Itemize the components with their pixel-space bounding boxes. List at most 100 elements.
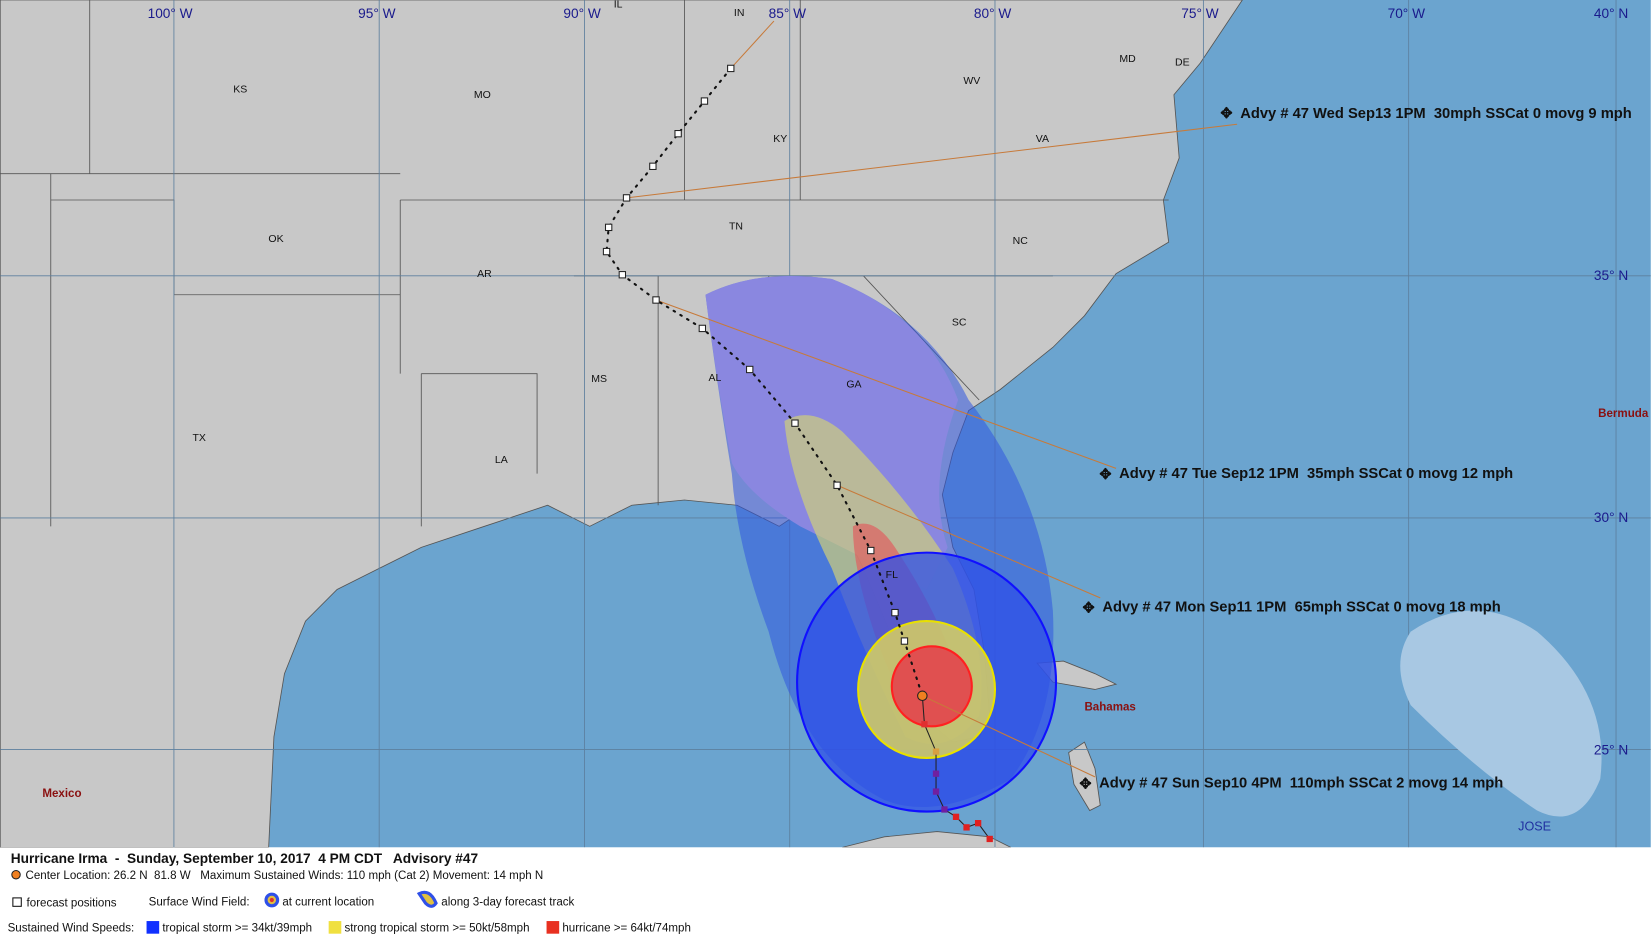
forecast-point bbox=[700, 97, 709, 105]
place-label: JOSE bbox=[1518, 820, 1551, 834]
place-labels: Mexico Bahamas Bermuda JOSE bbox=[42, 408, 1648, 834]
longitude-label: 75° W bbox=[1181, 6, 1218, 21]
past-point bbox=[941, 806, 948, 813]
legend-text: forecast positions bbox=[27, 897, 117, 909]
state-label: SC bbox=[952, 316, 967, 328]
legend-track-icon bbox=[416, 890, 438, 908]
leader-line bbox=[655, 299, 1117, 469]
past-point bbox=[932, 770, 940, 777]
longitude-label: 90° W bbox=[563, 6, 600, 21]
legend-swatch bbox=[546, 921, 560, 934]
state-label: AL bbox=[709, 372, 722, 384]
state-label: TX bbox=[192, 432, 205, 444]
state-label: IN bbox=[734, 7, 745, 19]
forecast-point bbox=[891, 608, 899, 617]
longitude-label: 95° W bbox=[358, 6, 395, 21]
past-track bbox=[921, 695, 991, 840]
latitude-labels: 40° N 35° N 30° N 25° N bbox=[1594, 6, 1628, 758]
legend-forecast-icon bbox=[12, 897, 22, 907]
advisory-labels: ✥ Advy # 47 Wed Sep13 1PM 30mph SSCat 0 … bbox=[1079, 106, 1631, 793]
wind-field-hurricane bbox=[890, 645, 973, 728]
state-label: LA bbox=[495, 454, 508, 466]
jose-cone bbox=[1400, 610, 1602, 817]
state-label: MD bbox=[1119, 53, 1136, 65]
past-point bbox=[974, 820, 982, 827]
forecast-point bbox=[604, 223, 613, 232]
leader-line bbox=[922, 695, 1096, 778]
leader-line bbox=[836, 484, 1101, 599]
forecast-point bbox=[618, 271, 627, 279]
state-label: NC bbox=[1013, 235, 1029, 247]
state-label: DE bbox=[1175, 56, 1190, 68]
place-label: Bahamas bbox=[1084, 702, 1135, 714]
advisory-icon: ✥ bbox=[1079, 776, 1092, 792]
legend-text: Surface Wind Field: bbox=[149, 896, 250, 908]
past-point bbox=[952, 813, 960, 820]
forecast-track bbox=[605, 67, 924, 697]
advisory-label: Advy # 47 Mon Sep11 1PM 65mph SSCat 0 mo… bbox=[1102, 600, 1500, 616]
state-label: AR bbox=[477, 268, 492, 280]
legend-center: Center Location: 26.2 N 81.8 W Maximum S… bbox=[26, 870, 544, 882]
current-center bbox=[917, 690, 928, 702]
state-label: WV bbox=[963, 75, 980, 87]
leader-lines bbox=[626, 20, 1238, 778]
past-point bbox=[986, 835, 993, 843]
legend-text: Sustained Wind Speeds: bbox=[8, 923, 135, 935]
forecast-point bbox=[727, 64, 735, 73]
advisory-label: Advy # 47 Wed Sep13 1PM 30mph SSCat 0 mo… bbox=[1240, 106, 1632, 122]
forecast-point bbox=[833, 481, 841, 489]
legend-text: at current location bbox=[282, 896, 374, 908]
leader-line bbox=[730, 20, 775, 69]
place-label: Bermuda bbox=[1598, 408, 1649, 420]
state-label: VA bbox=[1036, 133, 1049, 145]
longitude-label: 70° W bbox=[1388, 6, 1425, 21]
leader-line bbox=[626, 123, 1238, 199]
forecast-point bbox=[674, 130, 682, 138]
legend-text: along 3-day forecast track bbox=[441, 896, 574, 908]
forecast-point bbox=[791, 419, 799, 427]
legend-title: Hurricane Irma - Sunday, September 10, 2… bbox=[11, 851, 478, 866]
state-label: GA bbox=[846, 378, 861, 390]
past-point bbox=[932, 788, 940, 795]
advisory-label: Advy # 47 Tue Sep12 1PM 35mph SSCat 0 mo… bbox=[1119, 466, 1513, 482]
advisory-label: Advy # 47 Sun Sep10 4PM 110mph SSCat 2 m… bbox=[1099, 775, 1503, 791]
state-label: OK bbox=[268, 233, 283, 245]
state-label: KY bbox=[773, 133, 787, 145]
advisory-icon: ✥ bbox=[1082, 601, 1095, 617]
legend-swatch bbox=[328, 921, 342, 934]
state-label: TN bbox=[729, 220, 743, 232]
bahamas bbox=[1068, 741, 1101, 812]
longitude-label: 85° W bbox=[769, 6, 806, 21]
latitude-label: 25° N bbox=[1594, 743, 1628, 758]
forecast-point bbox=[602, 247, 611, 256]
legend-swatch bbox=[146, 921, 160, 934]
state-label: MO bbox=[474, 89, 491, 101]
legend-text: strong tropical storm >= 50kt/58mph bbox=[344, 923, 529, 935]
past-point bbox=[921, 721, 928, 728]
legend: Hurricane Irma - Sunday, September 10, 2… bbox=[0, 847, 1651, 940]
forecast-point bbox=[652, 296, 660, 304]
past-point bbox=[963, 824, 970, 831]
latitude-label: 40° N bbox=[1594, 6, 1628, 21]
longitude-labels: 100° W 95° W 90° W 85° W 80° W 75° W 70°… bbox=[148, 6, 1425, 21]
forecast-point bbox=[649, 162, 657, 170]
longitude-label: 80° W bbox=[974, 6, 1011, 21]
legend-current-icon bbox=[269, 897, 274, 903]
legend-text: tropical storm >= 34kt/39mph bbox=[162, 923, 312, 935]
state-label: MS bbox=[591, 373, 607, 385]
state-labels: IL IN KS MO KY WV MD DE VA OK AR TN NC S… bbox=[192, 0, 1189, 581]
forecast-point bbox=[622, 194, 631, 202]
place-label: Mexico bbox=[42, 788, 81, 800]
forecast-point bbox=[867, 546, 875, 555]
state-label: IL bbox=[614, 0, 623, 10]
legend-text: hurricane >= 64kt/74mph bbox=[562, 923, 691, 935]
latitude-label: 35° N bbox=[1594, 268, 1628, 283]
state-label: KS bbox=[233, 84, 247, 96]
past-positions bbox=[921, 721, 993, 843]
forecast-positions bbox=[602, 64, 909, 645]
forecast-point bbox=[698, 324, 707, 333]
forecast-point bbox=[900, 637, 909, 645]
state-label: FL bbox=[886, 569, 898, 581]
advisory-icon: ✥ bbox=[1220, 106, 1233, 122]
